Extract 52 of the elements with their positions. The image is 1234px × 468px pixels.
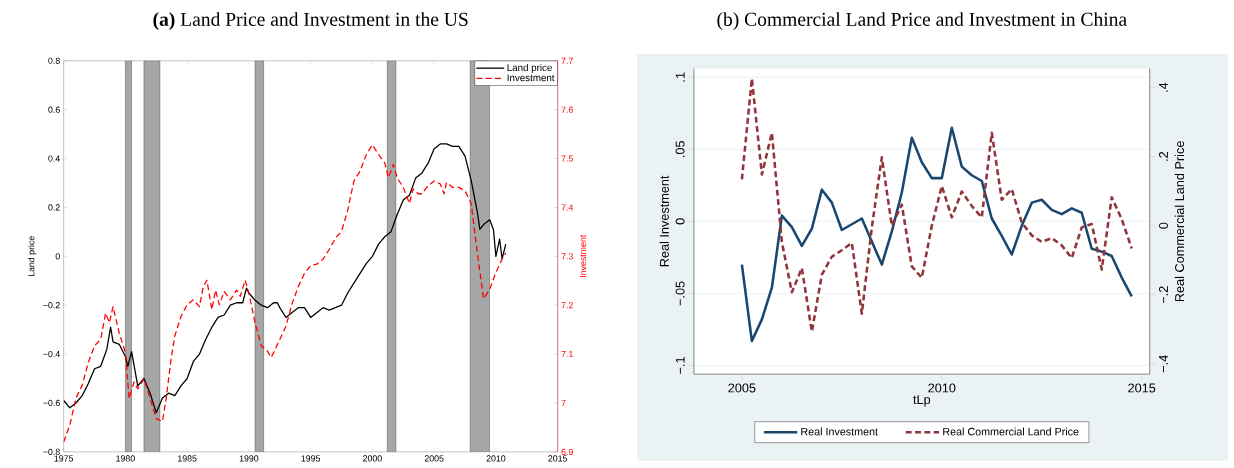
y-tick-label: −0.4 [43, 351, 60, 358]
y2-tick-label: 7.4 [561, 204, 574, 211]
x-tick-label: 1980 [116, 455, 135, 462]
y2-tick-label: 7.6 [561, 106, 573, 113]
legend-label: Real Commercial Land Price [943, 427, 1079, 436]
x-axis-title: tLp [913, 395, 931, 407]
y-tick-label: .05 [675, 141, 685, 158]
legend-label: Land price [507, 64, 552, 74]
y2-tick-label: 7 [561, 400, 566, 407]
y-tick-label: .1 [675, 72, 685, 82]
y2-tick-label: 6.9 [561, 448, 573, 456]
y2-tick-label: −.4 [1159, 355, 1168, 373]
legend-label: Investment [507, 74, 555, 82]
y-tick-label: 0.8 [48, 57, 60, 65]
legend-label: Real Investment [801, 427, 878, 436]
y2-tick-label: 7.3 [561, 253, 573, 260]
x-tick-label: 2015 [1128, 383, 1156, 393]
y-tick-label: 0.2 [48, 204, 60, 211]
y2-tick-label: 0 [1159, 222, 1169, 229]
y-tick-label: −0.6 [43, 400, 60, 407]
y-tick-label: 0 [675, 218, 685, 225]
x-tick-label: 2010 [486, 455, 506, 462]
y2-axis-title: Real Commercial Land Price [1174, 141, 1185, 302]
y2-tick-label: 7.7 [561, 57, 573, 65]
chart-title: (b) Commercial Land Price and Investment in China [717, 12, 1127, 31]
y-tick-label: 0 [55, 253, 60, 260]
y2-axis-title: Investment [580, 235, 587, 278]
x-tick-label: 2010 [928, 383, 956, 393]
x-tick-label: 1985 [178, 455, 197, 462]
x-tick-label: 1990 [239, 455, 259, 462]
y2-tick-label: 7.1 [561, 351, 573, 358]
y-tick-label: −0.2 [43, 302, 60, 309]
y-axis-title: Real Investment [659, 175, 669, 267]
x-tick-label: 2000 [363, 455, 382, 462]
x-tick-label: 2015 [548, 455, 568, 462]
y-tick-label: −.05 [675, 281, 685, 306]
x-tick-label: 2005 [424, 455, 444, 462]
y2-tick-label: .2 [1159, 152, 1168, 161]
y-tick-label: −.1 [675, 357, 685, 375]
y2-tick-label: −.2 [1159, 286, 1168, 304]
x-tick-label: 1975 [54, 455, 74, 462]
y-tick-label: −0.8 [43, 448, 60, 456]
y-tick-label: 0.6 [48, 106, 60, 113]
chart-title: (a) Land Price and Investment in the US [153, 12, 468, 31]
y-axis-title: Land price [27, 236, 37, 277]
y2-tick-label: .4 [1159, 82, 1168, 92]
line-series [740, 126, 1133, 343]
x-tick-label: 2005 [728, 383, 756, 393]
x-tick-label: 1995 [301, 455, 321, 462]
y-tick-label: 0.4 [48, 155, 60, 162]
y2-tick-label: 7.2 [561, 302, 573, 309]
y2-tick-label: 7.5 [561, 155, 573, 162]
